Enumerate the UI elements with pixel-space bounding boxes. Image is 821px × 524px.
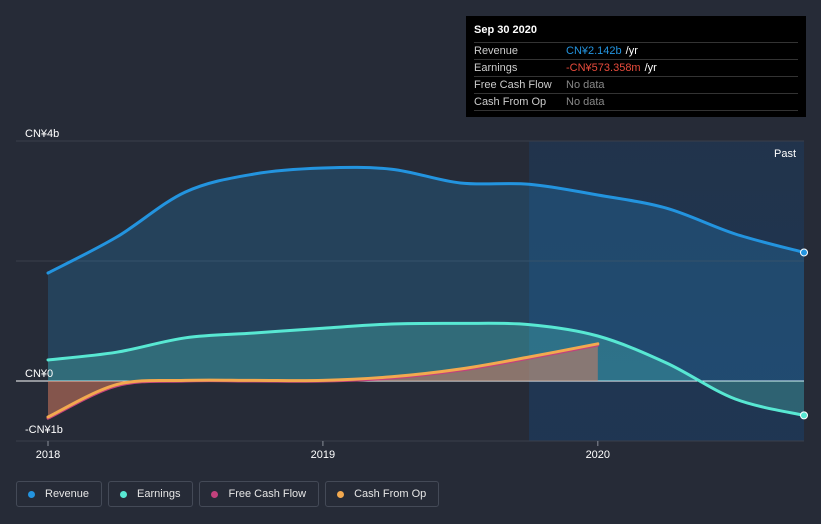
tooltip-date: Sep 30 2020: [474, 24, 537, 36]
y-tick-label: -CN¥1b: [25, 424, 63, 436]
earnings-end-marker: [800, 411, 808, 420]
series-lines: [46, 165, 806, 420]
legend-label: Revenue: [45, 488, 90, 500]
revenue-line: [46, 165, 806, 275]
x-tick-label: 2018: [36, 449, 60, 461]
tooltip-unit: /yr: [644, 62, 657, 74]
y-tick-label: CN¥4b: [25, 128, 59, 140]
axis-labels: CN¥4b CN¥0 -CN¥1b 2018 2019 2020: [25, 128, 610, 461]
legend-item-cash-from-op[interactable]: Cash From Op: [325, 481, 440, 507]
cash-from-op-line: [46, 342, 600, 419]
tooltip-value: -CN¥573.358m: [566, 62, 641, 74]
tooltip-label: Revenue: [474, 45, 519, 57]
legend-dot-icon: [120, 490, 128, 498]
legend-item-earnings[interactable]: Earnings: [108, 481, 194, 507]
tooltip-unit: /yr: [625, 45, 638, 57]
past-label: Past: [774, 148, 796, 160]
earnings-line: [46, 321, 806, 417]
tooltip-value: No data: [566, 79, 605, 91]
tooltip-row-earnings: Earnings -CN¥573.358m /yr: [474, 59, 798, 76]
legend-item-revenue[interactable]: Revenue: [16, 481, 103, 507]
tooltip-label: Earnings: [474, 62, 518, 74]
tooltip-row-free-cash-flow: Free Cash Flow No data: [474, 76, 798, 93]
tooltip-label: Cash From Op: [474, 96, 547, 108]
x-tick-label: 2020: [586, 449, 610, 461]
series-end-markers: [800, 248, 808, 420]
tooltip-panel: Sep 30 2020 Revenue CN¥2.142b /yr Earnin…: [466, 16, 806, 117]
legend-item-free-cash-flow[interactable]: Free Cash Flow: [199, 481, 320, 507]
legend-label: Earnings: [137, 488, 181, 500]
tooltip-label: Free Cash Flow: [474, 79, 552, 91]
legend-dot-icon: [28, 490, 35, 498]
legend: Revenue Earnings Free Cash Flow Cash Fro…: [16, 481, 440, 507]
legend-label: Cash From Op: [354, 488, 427, 500]
revenue-area: [48, 167, 804, 381]
revenue-end-marker: [800, 248, 808, 257]
x-tick-label: 2019: [311, 449, 335, 461]
legend-dot-icon: [211, 490, 219, 498]
legend-dot-icon: [337, 490, 345, 498]
y-tick-label: CN¥0: [25, 368, 53, 380]
earnings-area: [48, 323, 804, 416]
legend-label: Free Cash Flow: [228, 488, 307, 500]
tooltip-value: No data: [566, 96, 605, 108]
tooltip-value: CN¥2.142b: [566, 45, 622, 57]
tooltip-row-cash-from-op: Cash From Op No data: [474, 93, 798, 111]
tooltip-row-revenue: Revenue CN¥2.142b /yr: [474, 42, 798, 59]
